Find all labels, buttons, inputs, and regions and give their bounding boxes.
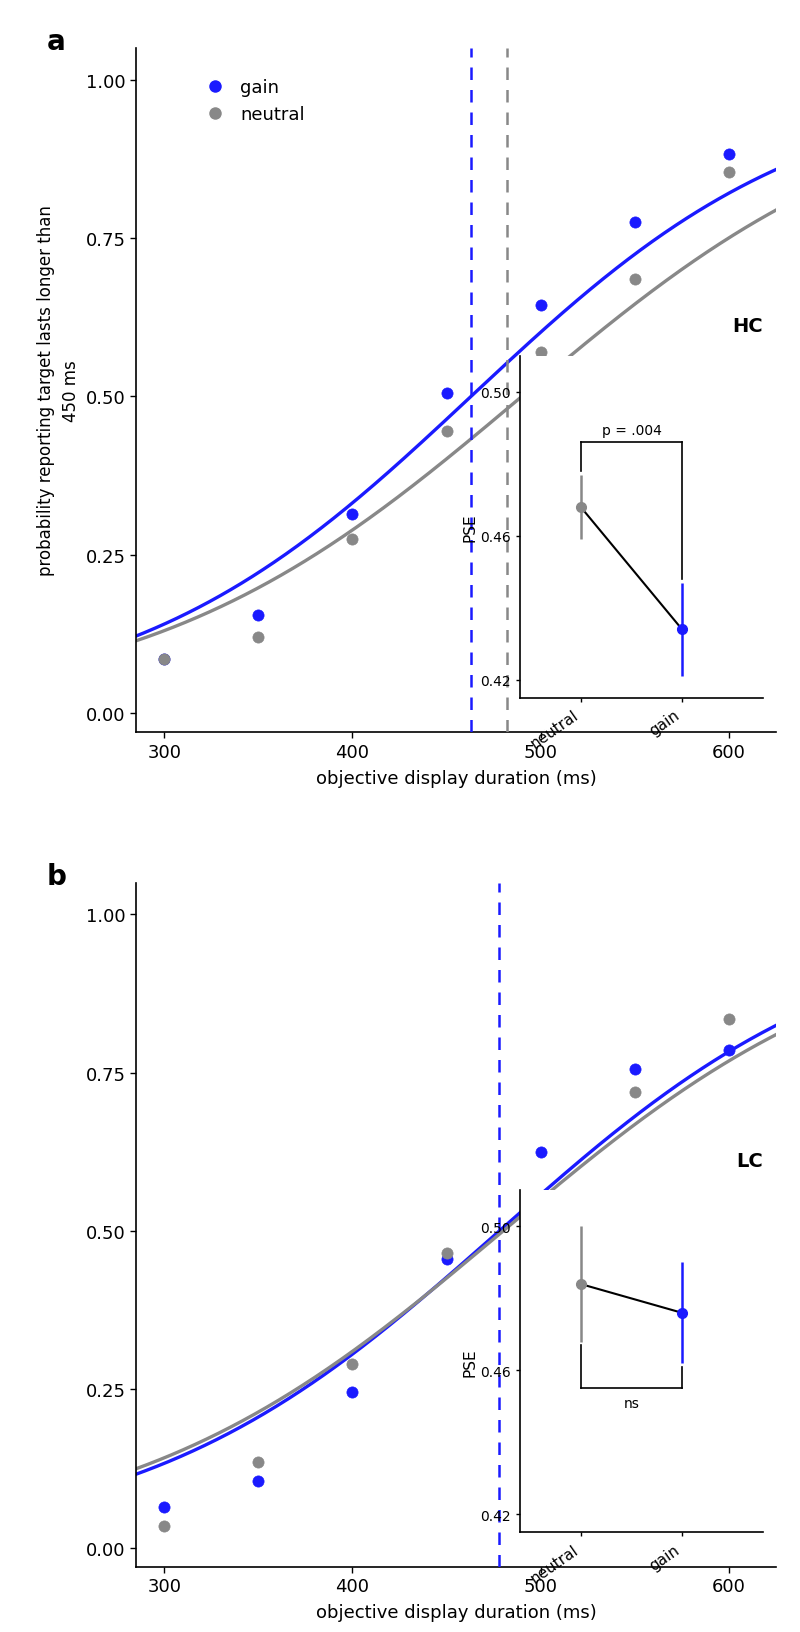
Point xyxy=(534,1183,547,1209)
Text: b: b xyxy=(46,863,66,891)
Point xyxy=(158,1493,170,1519)
Point xyxy=(629,268,642,294)
Point xyxy=(534,292,547,318)
X-axis label: objective display duration (ms): objective display duration (ms) xyxy=(316,1604,596,1622)
Point xyxy=(629,211,642,237)
Point xyxy=(346,527,359,553)
Text: HC: HC xyxy=(733,317,763,336)
Point xyxy=(722,160,735,186)
Point xyxy=(158,1513,170,1539)
Y-axis label: probability reporting target lasts longer than
450 ms: probability reporting target lasts longe… xyxy=(37,206,80,576)
Legend: gain, neutral: gain, neutral xyxy=(190,72,312,131)
Point xyxy=(440,1247,453,1273)
Point xyxy=(440,380,453,406)
Text: a: a xyxy=(46,28,65,57)
Point xyxy=(440,419,453,446)
Point xyxy=(252,1449,265,1475)
Point xyxy=(722,142,735,168)
Point xyxy=(252,625,265,651)
Point xyxy=(722,1038,735,1064)
X-axis label: objective display duration (ms): objective display duration (ms) xyxy=(316,769,596,787)
Point xyxy=(346,1379,359,1405)
Point xyxy=(252,1469,265,1495)
Text: LC: LC xyxy=(737,1151,763,1170)
Point xyxy=(158,646,170,672)
Point xyxy=(158,646,170,672)
Point xyxy=(534,1139,547,1165)
Point xyxy=(629,1079,642,1105)
Point xyxy=(252,602,265,628)
Point xyxy=(346,1351,359,1377)
Point xyxy=(722,1005,735,1031)
Point xyxy=(534,339,547,366)
Point xyxy=(440,1240,453,1266)
Point xyxy=(629,1058,642,1084)
Point xyxy=(346,501,359,527)
